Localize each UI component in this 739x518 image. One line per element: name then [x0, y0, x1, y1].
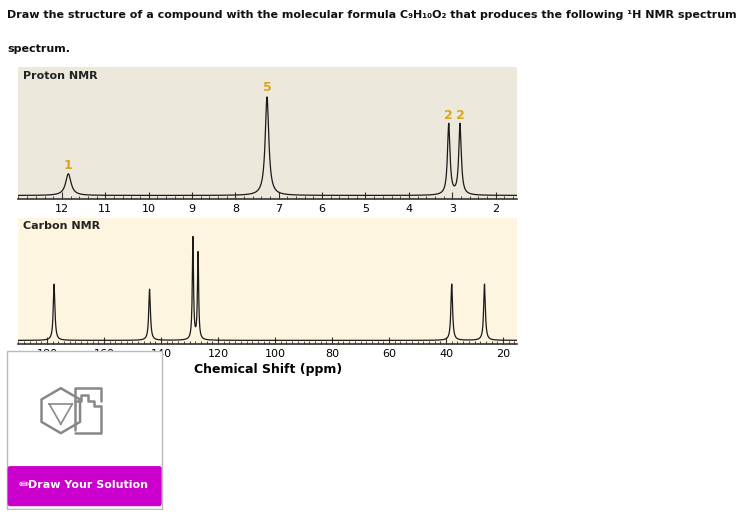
Text: 2: 2: [444, 109, 453, 122]
Text: Proton NMR: Proton NMR: [24, 71, 98, 81]
Text: Draw Your Solution: Draw Your Solution: [28, 480, 148, 491]
FancyBboxPatch shape: [7, 466, 162, 506]
Text: spectrum.: spectrum.: [7, 44, 70, 54]
Text: 5: 5: [262, 81, 271, 94]
Text: ✏: ✏: [18, 478, 30, 492]
Text: 1: 1: [64, 159, 72, 172]
Text: Carbon NMR: Carbon NMR: [24, 221, 101, 232]
FancyBboxPatch shape: [7, 351, 163, 509]
Text: 2: 2: [456, 109, 464, 122]
X-axis label: Chemical Shift (ppm): Chemical Shift (ppm): [194, 219, 342, 232]
X-axis label: Chemical Shift (ppm): Chemical Shift (ppm): [194, 364, 342, 377]
Text: Draw the structure of a compound with the molecular formula C₉H₁₀O₂ that produce: Draw the structure of a compound with th…: [7, 10, 739, 20]
